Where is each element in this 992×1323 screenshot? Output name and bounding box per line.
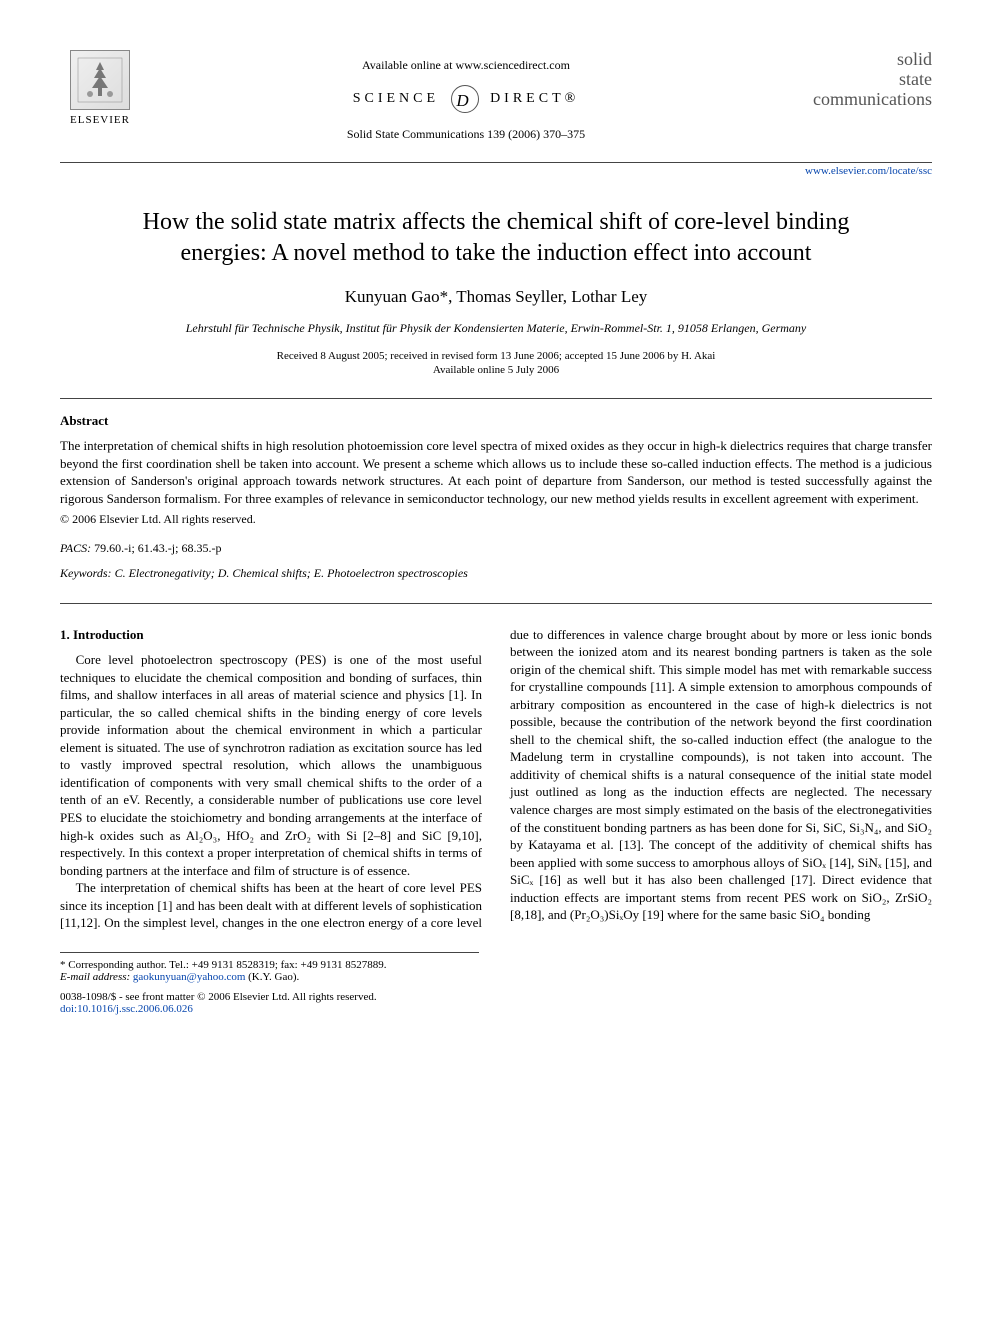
sd-word2: DIRECT® [490, 91, 579, 106]
abstract-copyright: © 2006 Elsevier Ltd. All rights reserved… [60, 512, 932, 527]
keywords-text: C. Electronegativity; D. Chemical shifts… [115, 566, 468, 580]
abstract-text: The interpretation of chemical shifts in… [60, 437, 932, 507]
sciencedirect-icon: d [451, 85, 479, 113]
brand-line2: state [792, 70, 932, 90]
publisher-logo: ELSEVIER [60, 50, 140, 126]
sd-word1: SCIENCE [353, 91, 439, 106]
section-divider [60, 603, 932, 604]
history-dates-1: Received 8 August 2005; received in revi… [60, 350, 932, 362]
affiliation: Lehrstuhl für Technische Physik, Institu… [60, 321, 932, 336]
header-row: ELSEVIER Available online at www.science… [60, 50, 932, 142]
pacs-line: PACS: 79.60.-i; 61.43.-j; 68.35.-p [60, 541, 932, 556]
science-direct-brand: SCIENCE d DIRECT® [140, 85, 792, 113]
corr-email[interactable]: gaokunyuan@yahoo.com [133, 971, 245, 983]
email-label: E-mail address: [60, 971, 130, 983]
history-dates-2: Available online 5 July 2006 [60, 364, 932, 376]
pacs-label: PACS: [60, 541, 91, 555]
section-1-heading: 1. Introduction [60, 626, 482, 644]
front-matter-line: 0038-1098/$ - see front matter © 2006 El… [60, 991, 932, 1003]
doi-link[interactable]: doi:10.1016/j.ssc.2006.06.026 [60, 1003, 932, 1015]
section-divider [60, 398, 932, 399]
pacs-codes: 79.60.-i; 61.43.-j; 68.35.-p [94, 541, 221, 555]
authors: Kunyuan Gao*, Thomas Seyller, Lothar Ley [60, 287, 932, 307]
publisher-name: ELSEVIER [70, 114, 130, 126]
header-center: Available online at www.sciencedirect.co… [140, 50, 792, 142]
brand-line1: solid [792, 50, 932, 70]
intro-para-1: Core level photoelectron spectroscopy (P… [60, 651, 482, 879]
journal-url[interactable]: www.elsevier.com/locate/ssc [805, 165, 932, 177]
corresponding-footnote: * Corresponding author. Tel.: +49 9131 8… [60, 952, 479, 983]
corr-email-line: E-mail address: gaokunyuan@yahoo.com (K.… [60, 971, 479, 983]
abstract-heading: Abstract [60, 413, 932, 429]
footer: 0038-1098/$ - see front matter © 2006 El… [60, 991, 932, 1015]
corr-author-line: * Corresponding author. Tel.: +49 9131 8… [60, 959, 479, 971]
journal-homepage-link[interactable]: www.elsevier.com/locate/ssc [60, 162, 932, 177]
brand-line3: communications [792, 90, 932, 110]
corr-email-who: (K.Y. Gao). [248, 971, 299, 983]
article-title: How the solid state matrix affects the c… [100, 207, 892, 269]
journal-brand: solid state communications [792, 50, 932, 109]
body-columns: 1. Introduction Core level photoelectron… [60, 626, 932, 932]
keywords-line: Keywords: C. Electronegativity; D. Chemi… [60, 566, 932, 581]
elsevier-tree-icon [70, 50, 130, 110]
citation: Solid State Communications 139 (2006) 37… [140, 127, 792, 142]
available-online: Available online at www.sciencedirect.co… [140, 58, 792, 73]
keywords-label: Keywords: [60, 566, 112, 580]
